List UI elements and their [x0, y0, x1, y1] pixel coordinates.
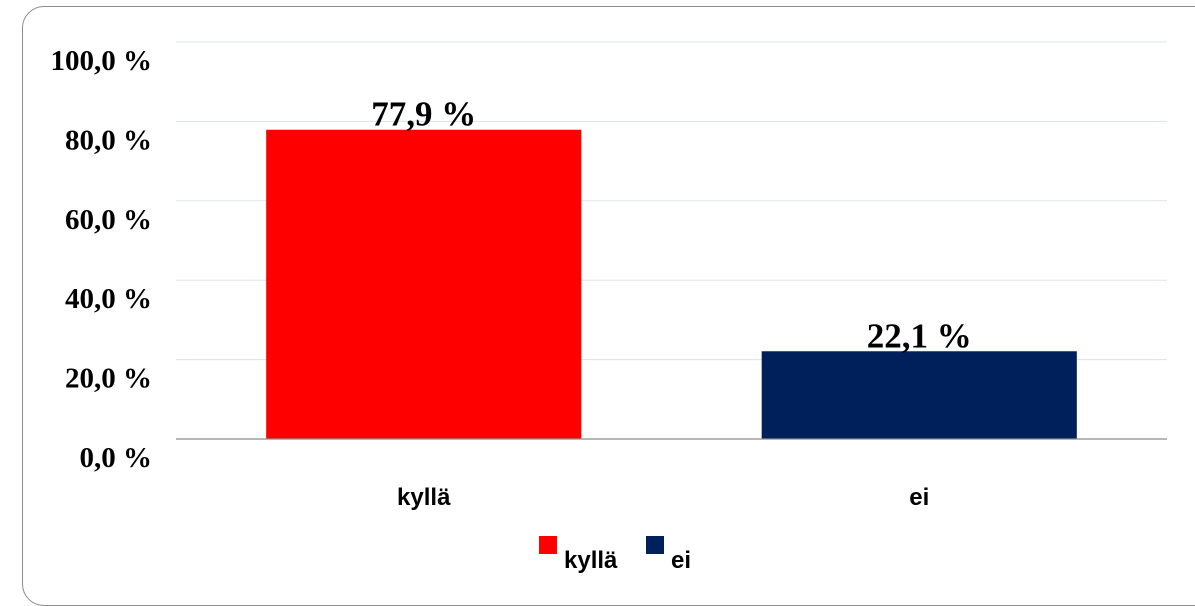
legend-label: kyllä — [564, 547, 618, 574]
legend-swatch — [539, 536, 557, 554]
y-tick-label: 80,0 % — [65, 124, 152, 156]
x-tick-label: kyllä — [397, 484, 451, 511]
legend: kyllä ei — [539, 536, 691, 574]
x-axis-tick-labels: kyllä ei — [397, 484, 929, 511]
bar-chart: 0,0 % 20,0 % 40,0 % 60,0 % 80,0 % 100,0 % kyl… — [51, 41, 1167, 574]
bar-kylla — [266, 129, 582, 439]
y-axis-tick-labels: 0,0 % 20,0 % 40,0 % 60,0 % 80,0 % 100,0 % — [51, 45, 153, 474]
y-tick-label: 20,0 % — [65, 363, 152, 395]
legend-swatch — [646, 536, 664, 554]
bars — [266, 129, 1077, 439]
y-tick-label: 60,0 % — [65, 204, 152, 236]
data-label: 77,9 % — [371, 95, 476, 134]
y-tick-label: 0,0 % — [80, 442, 153, 474]
data-labels: 77,9 % 22,1 % — [371, 95, 972, 356]
bar-ei — [761, 351, 1077, 439]
y-tick-label: 40,0 % — [65, 283, 152, 315]
y-tick-label: 100,0 % — [51, 45, 153, 77]
data-label: 22,1 % — [867, 316, 972, 355]
chart-frame — [22, 6, 1195, 606]
legend-label: ei — [671, 547, 691, 574]
x-tick-label: ei — [909, 484, 929, 511]
